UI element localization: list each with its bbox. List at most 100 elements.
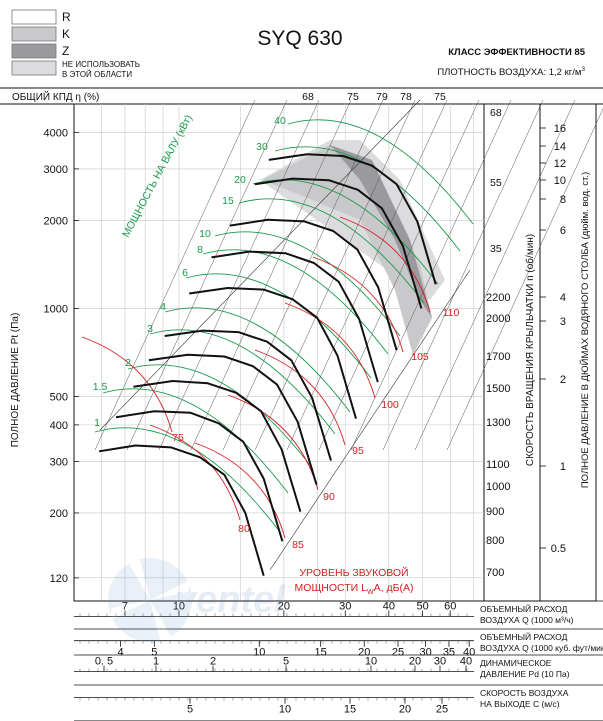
bottom-tick-label: 30	[419, 647, 431, 659]
inch-axis-label: ПОЛНОЕ ДАВЛЕНИЕ В ДЮЙМАХ ВОДЯНОГО СТОЛБА…	[579, 172, 591, 488]
noise-line	[194, 442, 286, 539]
legend-label-k: K	[62, 27, 70, 41]
efficiency-axis-label: ОБЩИЙ КПД η (%)	[12, 90, 99, 103]
inch-ticks: 16 14 12 10 8 6 4 3 2 1 0.5	[540, 123, 566, 555]
system-line	[99, 99, 421, 431]
bottom-axis-label: ОБЪЕМНЫЙ РАСХОД	[480, 603, 568, 614]
rpm-tick-label: 2200	[486, 292, 510, 304]
bottom-tick-label: 20	[358, 647, 370, 659]
fan-curve-2000	[254, 177, 423, 309]
rpm-tick-label: 1500	[486, 383, 510, 395]
bottom-tick-label: 20	[409, 656, 421, 668]
power-label: 1.5	[93, 381, 108, 393]
system-line	[269, 269, 471, 571]
rpm-tick-label: 700	[486, 567, 504, 579]
inch-tick-label: 16	[554, 123, 566, 135]
noise-title-main: МОЩНОСТИ L	[295, 582, 368, 594]
inch-tick-label: 12	[554, 158, 566, 170]
efficiency-line	[318, 99, 480, 451]
rpm-tick-label: 900	[486, 506, 504, 518]
inch-tick-label: 14	[554, 141, 566, 153]
chart-title: SYQ 630	[257, 27, 342, 50]
noise-line	[81, 336, 173, 433]
bottom-tick-label: 10	[173, 600, 185, 612]
efficiency-top-label: 75	[347, 91, 359, 103]
y-tick-label: 300	[50, 456, 68, 468]
y-tick-label: 400	[50, 420, 68, 432]
efficiency-lines	[94, 99, 603, 571]
bottom-tick-label: 40	[383, 600, 395, 612]
air-density-text: ПЛОТНОСТЬ ВОЗДУХА: 1,2 кг/м	[437, 67, 581, 78]
bottom-tick-label: 2	[210, 656, 216, 668]
fan-curve-2200	[268, 153, 437, 285]
noise-label: 75	[172, 432, 184, 444]
bottom-axis-label: ОБЪЕМНЫЙ РАСХОД	[480, 631, 568, 642]
noise-label: 90	[323, 491, 335, 503]
inch-tick-label: 8	[560, 194, 566, 206]
y-tick-label: 3000	[44, 164, 68, 176]
noise-title-suffix: A, дБ(A)	[374, 582, 414, 594]
inch-tick-label: 3	[560, 316, 566, 328]
inch-tick-label: 10	[554, 175, 566, 187]
legend-swatch-r	[11, 9, 57, 25]
y-tick-label: 1000	[44, 303, 68, 315]
efficiency-top-label: 68	[302, 91, 314, 103]
power-line	[127, 364, 314, 470]
air-density: ПЛОТНОСТЬ ВОЗДУХА: 1,2 кг/м3	[437, 66, 585, 78]
bottom-tick-label: 20	[399, 704, 411, 716]
bottom-tick-label: 40	[460, 656, 472, 668]
noise-label: 100	[381, 399, 399, 411]
efficiency-right-label: 35	[490, 243, 502, 255]
y-tick-label: 500	[50, 392, 68, 404]
power-label: 30	[256, 141, 268, 153]
bottom-tick-label: 15	[344, 704, 356, 716]
noise-line	[149, 424, 241, 521]
bottom-tick-label: 10	[279, 704, 291, 716]
legend-label-n-1: В ЭТОЙ ОБЛАСТИ	[62, 70, 132, 79]
noise-label: 85	[292, 539, 304, 551]
rpm-tick-label: 1000	[486, 481, 510, 493]
y-axis-label: ПОЛНОЕ ДАВЛЕНИЕ Pt (Па)	[10, 313, 21, 448]
fan-curves	[98, 153, 437, 576]
power-label: 1	[94, 417, 100, 429]
noise-line	[339, 216, 431, 313]
bottom-tick-label: 10	[365, 656, 377, 668]
inch-tick-label: 1	[560, 461, 566, 473]
legend-swatch-k	[11, 26, 57, 42]
fan-curve-1500	[211, 250, 379, 383]
fan-curve-700	[98, 444, 265, 576]
legend-swatch-n	[11, 60, 57, 76]
y-ticks: 4000 3000 2000 1000 500 400 300 200 120	[44, 127, 79, 585]
bottom-tick-label: 5	[283, 656, 289, 668]
fan-curve-800	[115, 410, 284, 542]
inch-tick-label: 0.5	[551, 543, 566, 555]
efficiency-line	[414, 99, 576, 451]
watermark-logo: ventel	[108, 558, 286, 642]
power-label: 15	[222, 195, 234, 207]
fan-curve-900	[133, 380, 302, 512]
power-line	[164, 307, 351, 413]
legend-label-n-0: НЕ ИСПОЛЬЗОВАТЬ	[62, 60, 140, 69]
rpm-tick-label: 1100	[486, 459, 510, 471]
bottom-tick-label: 35	[443, 647, 455, 659]
power-label: 20	[234, 174, 246, 186]
noise-line	[254, 349, 346, 446]
power-line	[202, 249, 389, 355]
bottom-axis-label: ВОЗДУХА Q (1000 куб. фут/мин)	[480, 643, 603, 653]
efficiency-right-label: 55	[490, 177, 502, 189]
inch-tick-label: 4	[560, 292, 566, 304]
power-label: 4	[160, 301, 166, 313]
efficiency-top-label: 78	[400, 91, 412, 103]
power-label: 40	[274, 115, 286, 127]
power-line	[149, 329, 336, 435]
efficiency-line	[286, 99, 448, 451]
power-lines	[94, 119, 474, 533]
y-tick-label: 4000	[44, 127, 68, 139]
fan-curve-1000	[148, 353, 318, 485]
y-tick-label: 200	[50, 508, 68, 520]
power-line	[185, 273, 372, 379]
noise-label: 80	[238, 523, 250, 535]
rpm-tick-label: 800	[486, 535, 504, 547]
